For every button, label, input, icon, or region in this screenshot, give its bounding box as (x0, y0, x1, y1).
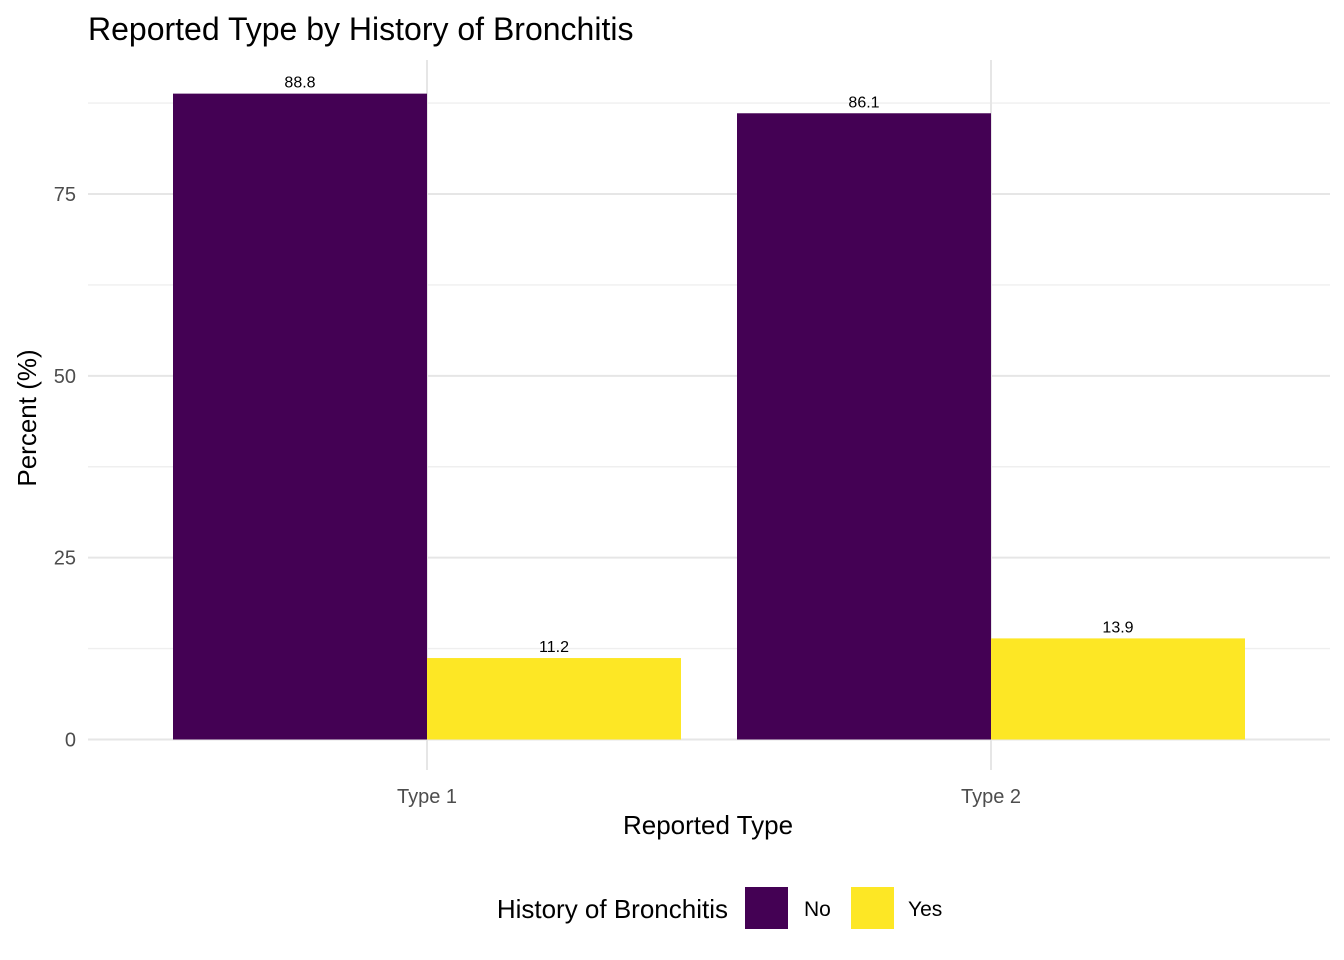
chart-title: Reported Type by History of Bronchitis (88, 11, 633, 47)
data-label: 88.8 (284, 75, 315, 92)
bar-yes-type-2 (991, 638, 1245, 740)
legend-swatch-no (745, 887, 788, 929)
x-tick-label: Type 1 (397, 786, 457, 808)
bars (173, 93, 1245, 740)
data-label: 11.2 (539, 639, 569, 656)
y-tick-label: 75 (54, 184, 76, 206)
y-tick-label: 25 (54, 548, 76, 570)
y-tick-label: 0 (65, 730, 76, 752)
x-tick-label: Type 2 (961, 786, 1021, 808)
bar-no-type-2 (737, 113, 991, 740)
legend-title: History of Bronchitis (497, 894, 728, 924)
x-axis-ticks: Type 1 Type 2 (397, 786, 1021, 808)
y-tick-label: 50 (54, 366, 76, 388)
bar-no-type-1 (173, 93, 427, 740)
legend-label-no: No (804, 898, 831, 921)
legend: History of Bronchitis No Yes (497, 887, 942, 929)
y-axis-title: Percent (%) (12, 349, 42, 486)
y-axis-ticks: 0 25 50 75 (54, 184, 76, 752)
legend-label-yes: Yes (908, 898, 942, 921)
data-label: 13.9 (1102, 619, 1133, 636)
x-axis-title: Reported Type (623, 810, 793, 840)
bar-yes-type-1 (427, 658, 681, 740)
data-label: 86.1 (848, 94, 879, 111)
data-labels: 88.8 11.2 86.1 13.9 (284, 75, 1133, 656)
legend-swatch-yes (851, 887, 894, 929)
